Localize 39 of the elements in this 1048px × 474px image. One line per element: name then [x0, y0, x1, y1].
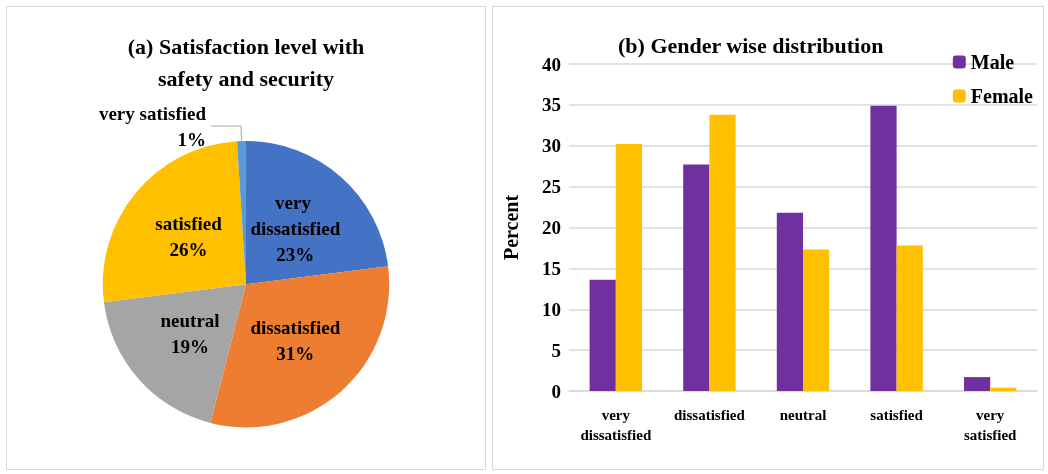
y-tick-label: 35 — [542, 94, 561, 116]
bar — [990, 387, 1017, 391]
y-tick-label: 30 — [542, 135, 561, 157]
slice-label: very dissatisfied — [250, 191, 341, 239]
x-tick-label: dissatisfied — [673, 407, 746, 423]
y-axis-title: Percent — [500, 194, 522, 261]
data-label: 23% — [276, 243, 315, 265]
slice-label: dissatisfied — [250, 316, 341, 338]
y-tick-label: 10 — [542, 298, 561, 320]
x-tick-label: satisfied — [870, 407, 924, 423]
chart-title: (a) Satisfaction level with safety and security — [127, 33, 365, 91]
x-tick-label: very satisfied — [963, 407, 1018, 443]
slice-label: satisfied — [155, 213, 223, 235]
legend-label: Female — [970, 85, 1034, 107]
bar — [896, 245, 923, 391]
bar — [776, 212, 803, 391]
chart-title: (b) Gender wise distribution — [618, 32, 884, 58]
y-tick-label: 15 — [542, 257, 561, 279]
bar — [615, 144, 643, 391]
data-label: 31% — [276, 342, 315, 364]
y-tick-label: 20 — [542, 217, 561, 238]
bar — [709, 114, 736, 391]
x-tick-label: neutral — [779, 407, 827, 423]
bar — [589, 279, 616, 391]
bar — [683, 164, 710, 391]
data-label: 19% — [171, 336, 210, 358]
bar — [963, 377, 991, 391]
y-tick-label: 5 — [551, 339, 561, 361]
y-tick-label: 0 — [551, 380, 561, 402]
x-tick-label: very dissatisfied — [580, 407, 652, 443]
legend-label: Male — [970, 51, 1015, 73]
slice-label: very satisfied — [98, 102, 207, 124]
y-tick-label: 25 — [542, 176, 561, 198]
data-label: 26% — [169, 239, 208, 261]
bar — [870, 105, 897, 391]
data-label: 1% — [177, 128, 207, 150]
bar — [803, 249, 830, 391]
y-tick-label: 40 — [542, 53, 561, 75]
slice-label: neutral — [160, 310, 220, 332]
